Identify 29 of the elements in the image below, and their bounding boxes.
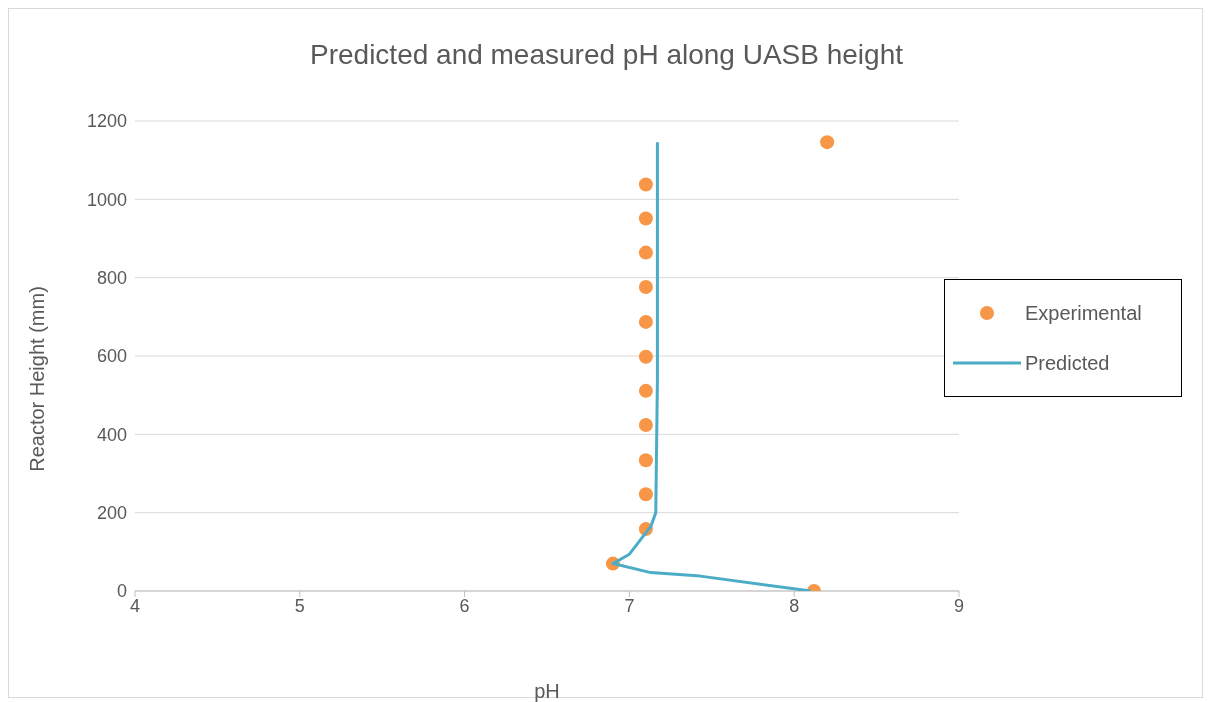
y-tick-label: 400 bbox=[96, 424, 127, 445]
point bbox=[638, 417, 653, 432]
point bbox=[638, 211, 653, 226]
y-tick-label: 0 bbox=[116, 581, 127, 602]
y-tick-label: 800 bbox=[96, 268, 127, 289]
y-tick-label: 1200 bbox=[86, 111, 127, 132]
x-tick-label: 6 bbox=[459, 595, 470, 616]
point bbox=[638, 314, 653, 329]
point bbox=[638, 487, 653, 502]
x-axis-title: pH bbox=[533, 680, 561, 702]
legend-label: Predicted bbox=[1025, 351, 1110, 375]
chart-title: Predicted and measured pH along UASB height bbox=[309, 39, 904, 71]
y-tick-label: 200 bbox=[96, 503, 127, 524]
point bbox=[638, 245, 653, 260]
y-tick-label: 600 bbox=[96, 346, 127, 367]
x-tick-label: 9 bbox=[953, 595, 965, 616]
y-axis-title: Reactor Height (mm) bbox=[25, 286, 49, 472]
point bbox=[638, 383, 653, 398]
legend-label: Experimental bbox=[1025, 301, 1142, 325]
point bbox=[820, 135, 835, 150]
point bbox=[638, 177, 653, 192]
point bbox=[638, 280, 653, 295]
point bbox=[638, 453, 653, 468]
x-tick-label: 7 bbox=[624, 595, 635, 616]
x-tick-label: 4 bbox=[129, 595, 141, 616]
point bbox=[638, 349, 653, 364]
x-tick-label: 5 bbox=[294, 595, 305, 616]
x-tick-label: 8 bbox=[789, 595, 800, 616]
y-tick-label: 1000 bbox=[86, 189, 127, 210]
